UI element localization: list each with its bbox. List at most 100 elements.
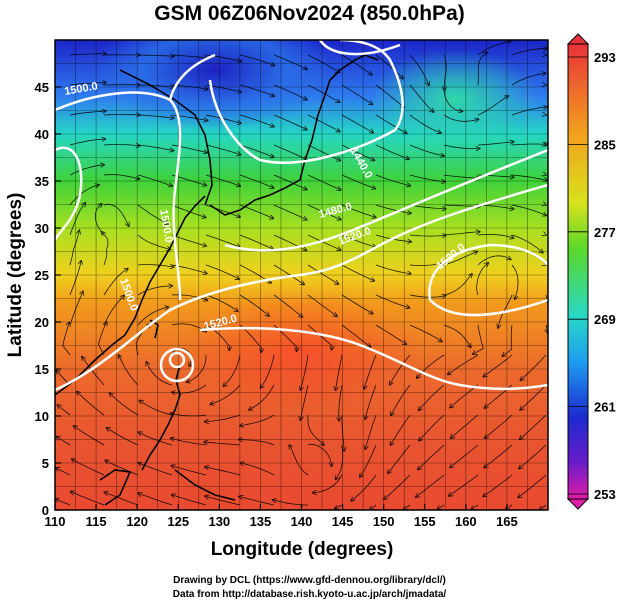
streamline <box>341 234 376 247</box>
streamline <box>483 474 513 497</box>
streamline <box>443 114 479 121</box>
streamline <box>341 414 344 451</box>
streamline <box>375 204 411 213</box>
streamline <box>375 174 410 186</box>
streamline <box>273 294 302 317</box>
streamline <box>170 413 207 416</box>
x-tick-label: 135 <box>250 514 272 529</box>
streamline <box>546 324 548 333</box>
x-tick-label: 165 <box>496 514 518 529</box>
streamline <box>137 234 171 250</box>
streamline <box>171 466 207 476</box>
streamline <box>418 444 445 470</box>
colorbar-tick-label: 253 <box>594 487 616 502</box>
streamline <box>520 384 547 410</box>
colorbar-tick-label: 261 <box>594 400 616 415</box>
streamline <box>473 324 484 354</box>
x-tick-label: 115 <box>86 514 107 529</box>
y-tick-label: 5 <box>42 456 49 471</box>
streamline <box>443 144 480 149</box>
streamline <box>69 111 106 116</box>
streamline <box>483 354 513 377</box>
streamline <box>273 234 307 251</box>
streamline <box>187 354 207 382</box>
y-axis: 0 5 10 15 20 25 30 35 40 45 <box>35 80 61 518</box>
streamline <box>171 323 206 332</box>
streamline <box>137 114 174 118</box>
streamline <box>210 384 241 404</box>
streamline <box>443 85 463 111</box>
streamline <box>409 204 446 209</box>
streamline <box>307 204 341 220</box>
streamline <box>69 165 104 176</box>
x-tick-label: 110 <box>45 514 66 529</box>
streamline <box>365 414 377 449</box>
streamline <box>449 474 479 496</box>
y-tick-label: 20 <box>35 315 49 330</box>
streamline <box>443 324 471 348</box>
streamline <box>443 174 480 178</box>
streamline <box>273 264 304 285</box>
streamline <box>119 355 139 386</box>
streamline <box>404 504 411 510</box>
streamline <box>137 307 168 326</box>
streamline <box>105 460 139 476</box>
streamline <box>409 235 446 236</box>
streamline <box>205 234 240 247</box>
y-tick-label: 25 <box>35 268 49 283</box>
streamline <box>138 493 173 506</box>
contour-label: 1500.0 <box>157 208 175 243</box>
streamline <box>502 324 513 356</box>
streamline <box>137 144 174 151</box>
colorbar-tick-label: 277 <box>594 225 616 240</box>
colorbar-max-arrow <box>566 33 590 45</box>
streamline <box>511 204 546 216</box>
streamline <box>69 261 81 296</box>
streamline <box>450 444 479 468</box>
x-tick-label: 130 <box>208 514 230 529</box>
streamline <box>240 414 275 426</box>
streamline <box>339 384 343 421</box>
streamline <box>172 384 207 393</box>
streamline <box>69 203 85 236</box>
streamline <box>172 495 207 506</box>
streamline <box>77 392 105 416</box>
streamline <box>375 114 407 133</box>
wind-streamlines <box>55 41 548 510</box>
streamline <box>171 438 207 446</box>
streamline <box>307 264 339 284</box>
streamline <box>409 324 442 342</box>
cold-air-region <box>95 40 335 130</box>
credit-drawing: Drawing by DCL (https://www.gfd-dennou.o… <box>173 575 446 586</box>
streamline <box>171 234 206 246</box>
streamline <box>137 174 172 186</box>
streamline <box>137 85 174 87</box>
streamline <box>511 48 547 56</box>
streamline <box>409 144 444 156</box>
streamline <box>171 294 207 301</box>
streamline <box>205 144 241 155</box>
streamline <box>103 269 128 296</box>
streamline <box>477 52 487 86</box>
streamline <box>341 54 372 75</box>
streamline <box>365 384 377 419</box>
streamline <box>307 414 324 445</box>
x-tick-label: 145 <box>332 514 354 529</box>
streamline <box>341 204 376 217</box>
streamline <box>437 504 445 509</box>
streamline <box>94 204 105 236</box>
streamline <box>341 114 373 133</box>
streamline <box>137 264 174 268</box>
colorbar-min-arrow <box>566 498 590 510</box>
y-tick-label: 35 <box>35 174 49 189</box>
streamline <box>540 504 547 510</box>
streamline <box>511 144 548 145</box>
streamline <box>417 354 445 378</box>
streamline <box>335 504 343 509</box>
streamline <box>364 354 377 389</box>
streamline <box>511 234 543 253</box>
streamline <box>69 83 106 86</box>
streamline <box>520 354 547 380</box>
streamline <box>137 286 172 296</box>
